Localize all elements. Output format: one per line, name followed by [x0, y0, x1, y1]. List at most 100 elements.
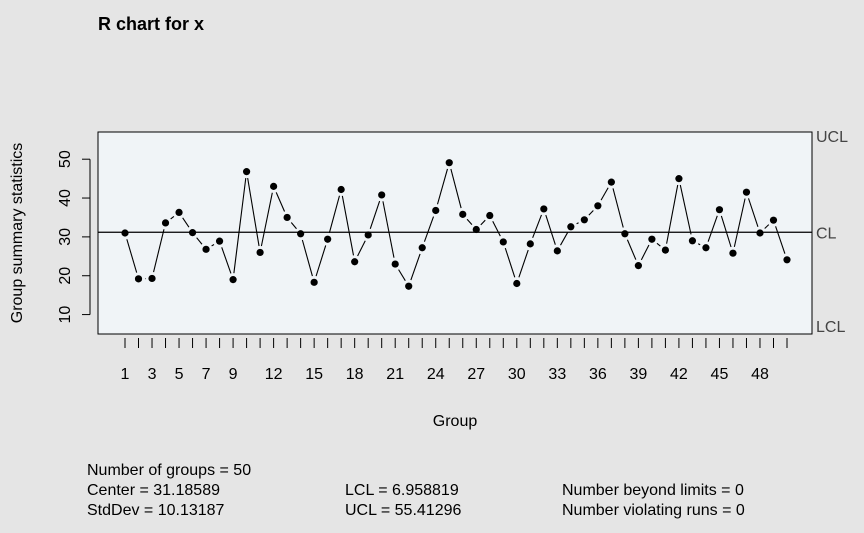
data-point: [540, 205, 548, 213]
y-tick-label: 20: [57, 267, 74, 285]
plot-area: [97, 131, 813, 335]
x-tick-label: 42: [670, 366, 688, 383]
series-segment: [170, 215, 175, 220]
data-point: [391, 260, 399, 268]
data-series: [121, 159, 791, 290]
series-segment: [656, 242, 661, 247]
data-point: [148, 274, 156, 283]
data-point: [648, 235, 656, 243]
data-point: [121, 229, 129, 237]
series-segment: [221, 247, 232, 274]
data-point: [202, 245, 210, 253]
series-segment: [545, 214, 556, 245]
data-point: [283, 213, 291, 222]
stats-col-1: Number of groups = 50 Center = 31.18589 …: [87, 461, 251, 521]
series-segment: [518, 249, 529, 278]
data-point: [621, 230, 629, 238]
data-point: [270, 182, 278, 190]
series-segment: [315, 245, 327, 277]
series-segment: [747, 198, 759, 228]
data-point: [418, 244, 426, 252]
data-point: [567, 223, 575, 231]
data-point: [702, 244, 710, 252]
series-segment: [247, 177, 260, 247]
series-segment: [436, 168, 449, 205]
data-point: [445, 159, 453, 167]
series-segment: [196, 237, 203, 245]
x-tick-label: 45: [711, 366, 729, 383]
data-point: [242, 168, 251, 176]
series-segment: [679, 184, 692, 235]
x-tick-label: 36: [589, 366, 607, 383]
series-segment: [328, 195, 340, 234]
data-point: [513, 279, 521, 288]
stats-col-2: LCL = 6.958819 UCL = 55.41296: [345, 481, 461, 521]
data-point: [256, 248, 264, 257]
y-axis-label: Group summary statistics: [9, 143, 26, 323]
data-point: [715, 206, 724, 214]
data-point: [229, 276, 237, 284]
stat-beyond-limits: Number beyond limits = 0: [562, 482, 744, 499]
series-segment: [126, 239, 138, 273]
data-point: [134, 275, 143, 283]
data-point: [405, 282, 413, 290]
series-segment: [560, 232, 569, 246]
series-segment: [504, 247, 516, 278]
x-tick-label: 3: [148, 366, 157, 383]
series-segment: [775, 226, 786, 254]
data-point: [175, 208, 183, 217]
series-segment: [480, 219, 486, 226]
series-segment: [666, 184, 679, 244]
cl-label: CL: [816, 225, 837, 242]
series-segment: [290, 222, 297, 230]
series-segment: [153, 229, 165, 273]
stat-groups: Number of groups = 50: [87, 462, 252, 479]
series-segment: [211, 244, 215, 247]
data-point: [634, 262, 642, 270]
stat-center: Center = 31.18589: [87, 482, 220, 499]
data-point: [310, 278, 318, 286]
series-segment: [576, 222, 579, 225]
x-tick-label: 1: [121, 366, 130, 383]
x-tick-label: 24: [427, 366, 445, 383]
series-segment: [233, 178, 247, 274]
series-segment: [450, 168, 462, 209]
data-point: [580, 216, 588, 224]
series-segment: [369, 200, 381, 229]
series-segment: [398, 269, 406, 281]
x-tick-label: 12: [265, 366, 283, 383]
data-point: [594, 202, 602, 210]
stat-ucl: UCL = 55.41296: [345, 502, 462, 519]
data-point: [607, 178, 615, 186]
series-segment: [600, 187, 609, 201]
ucl-label: UCL: [816, 129, 848, 146]
data-point: [688, 237, 697, 245]
x-tick-label: 48: [751, 366, 769, 383]
series-segment: [357, 240, 366, 257]
series-segment: [720, 215, 732, 248]
x-tick-label: 7: [202, 366, 211, 383]
data-point: [675, 175, 683, 183]
series-segment: [382, 201, 395, 258]
series-segment: [260, 192, 273, 247]
y-tick-label: 40: [57, 189, 74, 207]
x-tick-label: 39: [629, 366, 647, 383]
stats-col-3: Number beyond limits = 0 Number violatin…: [562, 481, 745, 521]
data-point: [499, 238, 507, 246]
series-segment: [492, 221, 501, 237]
r-chart: R chart for x UCL CL LCL 1 3 5 7 9 12 15 18 21 24 27…: [9, 14, 848, 430]
y-axis: 10 20 30 40 50: [57, 150, 91, 323]
stat-lcl: LCL = 6.958819: [345, 482, 459, 499]
series-segment: [341, 195, 355, 256]
series-segment: [733, 198, 746, 247]
series-segment: [466, 218, 473, 226]
x-axis-label: Group: [433, 413, 478, 430]
series-segment: [697, 243, 701, 246]
x-tick-label: 18: [346, 366, 364, 383]
data-point: [337, 185, 345, 194]
data-point: [459, 210, 467, 218]
stat-violating-runs: Number violating runs = 0: [562, 502, 745, 519]
data-point: [378, 191, 386, 199]
control-limits: UCL CL LCL: [98, 129, 848, 336]
data-point: [729, 249, 737, 257]
